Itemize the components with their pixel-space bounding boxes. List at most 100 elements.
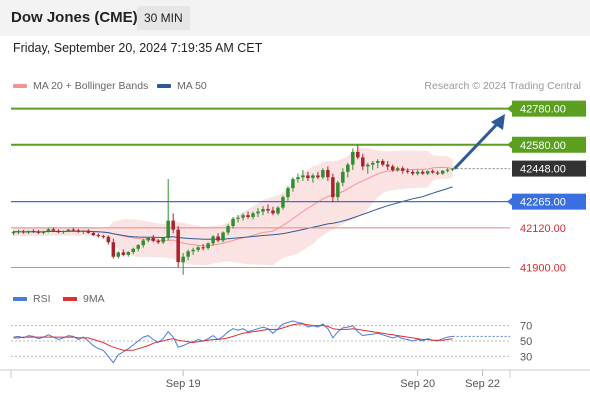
candle-body	[231, 218, 235, 227]
legend-rsi-label: RSI	[33, 293, 51, 305]
candle-body	[266, 209, 270, 211]
candle-body	[41, 231, 46, 233]
candle-body	[116, 252, 121, 257]
candle-body	[51, 229, 56, 231]
candle-body	[376, 161, 380, 163]
level-label-current: 42448.00	[520, 164, 566, 176]
candle-body	[251, 213, 255, 217]
candle-body	[136, 245, 140, 249]
candle-body	[26, 231, 31, 233]
candle-body	[440, 170, 445, 174]
candle-body	[286, 188, 290, 198]
legend-ma50-label: MA 50	[177, 80, 207, 92]
candle-body	[61, 231, 66, 233]
level-label-resistance: 42580.00	[520, 140, 566, 152]
candle-body	[226, 226, 230, 233]
candle-body	[400, 168, 405, 171]
candle-body	[181, 256, 185, 263]
level-label-support: 42120.00	[520, 223, 566, 235]
candle-body	[211, 236, 215, 244]
candle-body	[296, 177, 300, 180]
level-label-resistance: 42780.00	[520, 104, 566, 116]
candle-body	[216, 236, 220, 241]
level-label-support: 41900.00	[520, 263, 566, 275]
candle-body	[346, 164, 350, 172]
candle-body	[31, 231, 36, 233]
candle-body	[236, 217, 240, 219]
level-tag-notch	[507, 197, 512, 206]
candle-body	[176, 229, 180, 263]
candle-body	[21, 231, 26, 233]
candle-body	[46, 229, 51, 232]
candle-body	[271, 210, 275, 214]
candle-body	[101, 236, 106, 238]
legend-rsi: RSI	[13, 293, 51, 305]
candle-body	[326, 170, 330, 178]
rsi-line	[13, 320, 453, 364]
ma20-swatch	[13, 84, 27, 89]
candle-body	[96, 235, 101, 237]
candle-body	[390, 166, 395, 171]
candle-body	[201, 247, 205, 249]
candle-body	[435, 172, 440, 174]
level-tag-current	[512, 160, 586, 177]
instrument-title: Dow Jones (CME)	[11, 9, 138, 26]
candle-body	[410, 171, 415, 174]
x-tick-label: Sep 22	[465, 378, 500, 390]
candle-body	[66, 229, 71, 232]
legend-ma50: MA 50	[157, 80, 207, 92]
level-tag-pivot	[512, 193, 586, 210]
datetime-label: Friday, September 20, 2024 7:19:35 AM CE…	[13, 41, 263, 55]
legend-9ma-label: 9MA	[83, 293, 105, 305]
candle-body	[171, 220, 175, 230]
legend-9ma: 9MA	[63, 293, 105, 305]
rsi-tick-label: 70	[520, 321, 532, 333]
candle-body	[276, 207, 280, 214]
legend-ma20-label: MA 20 + Bollinger Bands	[33, 80, 149, 92]
candle-body	[261, 209, 265, 212]
candle-body	[81, 230, 86, 232]
candle-body	[126, 252, 131, 255]
candle-body	[420, 171, 425, 174]
candle-body	[146, 237, 150, 241]
level-tag-resistance	[512, 136, 586, 153]
candle-body	[246, 215, 250, 217]
candle-body	[191, 249, 195, 252]
candle-body	[361, 157, 365, 167]
candle-body	[131, 248, 136, 253]
candle-body	[221, 232, 225, 241]
candle-body	[301, 175, 305, 178]
level-tag-notch	[507, 104, 512, 113]
candle-body	[36, 231, 41, 233]
candle-body	[316, 175, 320, 178]
candle-body	[306, 175, 310, 178]
candle-body	[166, 220, 170, 238]
rsi-tick-label: 50	[520, 336, 532, 348]
candle-body	[121, 252, 126, 255]
candle-body	[381, 161, 385, 165]
candle-body	[415, 171, 420, 174]
candle-body	[366, 164, 370, 167]
rsi-swatch	[13, 297, 27, 302]
candle-body	[151, 237, 155, 241]
candle-body	[241, 215, 245, 218]
candle-body	[91, 232, 96, 236]
candle-body	[425, 171, 430, 174]
candle-body	[56, 230, 61, 233]
candle-body	[111, 242, 116, 257]
candle-body	[356, 151, 360, 158]
candle-body	[395, 168, 400, 171]
x-tick-label: Sep 20	[400, 378, 435, 390]
candle-body	[430, 171, 435, 173]
candle-body	[405, 170, 410, 172]
credit-text: Research © 2024 Trading Central	[424, 80, 581, 92]
candle-body	[311, 175, 315, 178]
candle-body	[76, 230, 81, 232]
ma50-swatch	[157, 84, 171, 89]
forecast-arrow-head	[491, 114, 505, 131]
timeframe-badge[interactable]: 30 MIN	[137, 6, 190, 30]
level-label-pivot: 42265.00	[520, 197, 566, 209]
rsi-tick-label: 30	[520, 351, 532, 363]
candle-body	[371, 162, 375, 165]
